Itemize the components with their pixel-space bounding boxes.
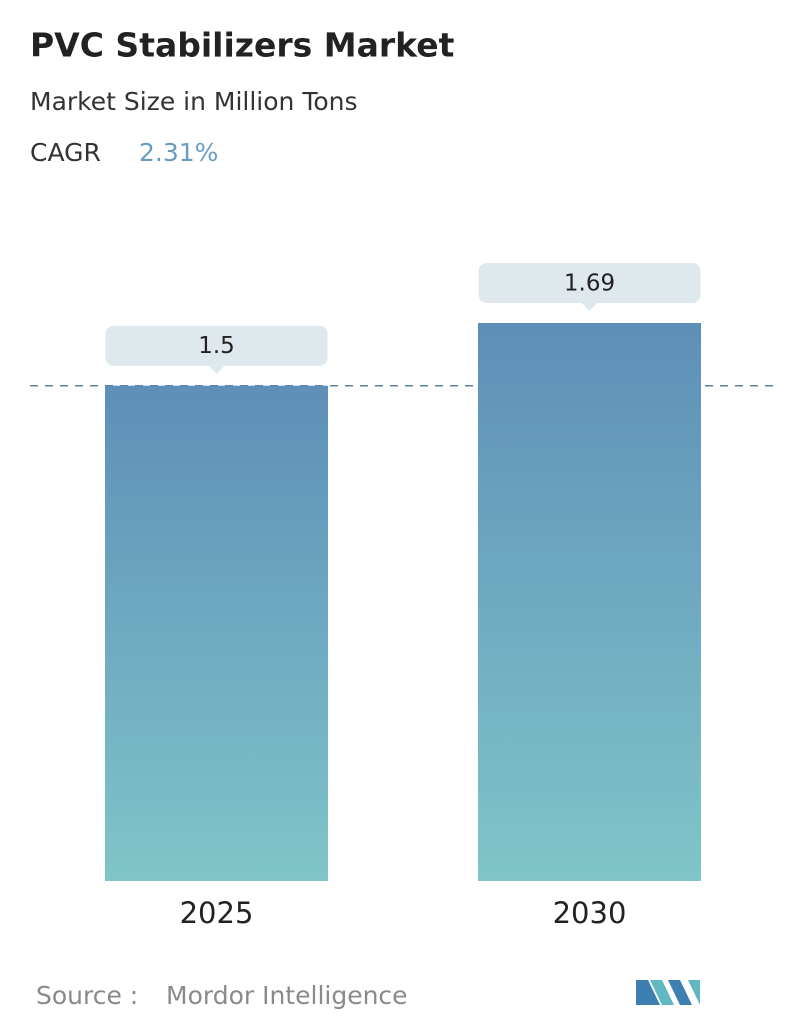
value-callout bbox=[105, 325, 328, 366]
chart-title: PVC Stabilizers Market bbox=[30, 26, 455, 65]
cagr-label: CAGR bbox=[30, 138, 101, 167]
value-label: 1.5 bbox=[198, 333, 235, 359]
cagr-value: 2.31% bbox=[139, 138, 218, 167]
value-label: 1.69 bbox=[564, 271, 615, 297]
bar bbox=[105, 385, 328, 881]
plot: 1.5 2025 1.69 2030 bbox=[30, 263, 780, 930]
source-label: Source : bbox=[36, 981, 138, 1010]
logo bbox=[636, 980, 700, 1005]
x-tick-label: 2025 bbox=[180, 896, 254, 930]
callout-pointer bbox=[208, 365, 225, 374]
x-tick-label: 2030 bbox=[553, 896, 627, 930]
bar bbox=[478, 323, 701, 881]
source: Mordor Intelligence bbox=[166, 981, 408, 1010]
value-callout bbox=[478, 263, 701, 303]
chart-subtitle: Market Size in Million Tons bbox=[30, 87, 358, 116]
callout-pointer bbox=[581, 303, 598, 311]
